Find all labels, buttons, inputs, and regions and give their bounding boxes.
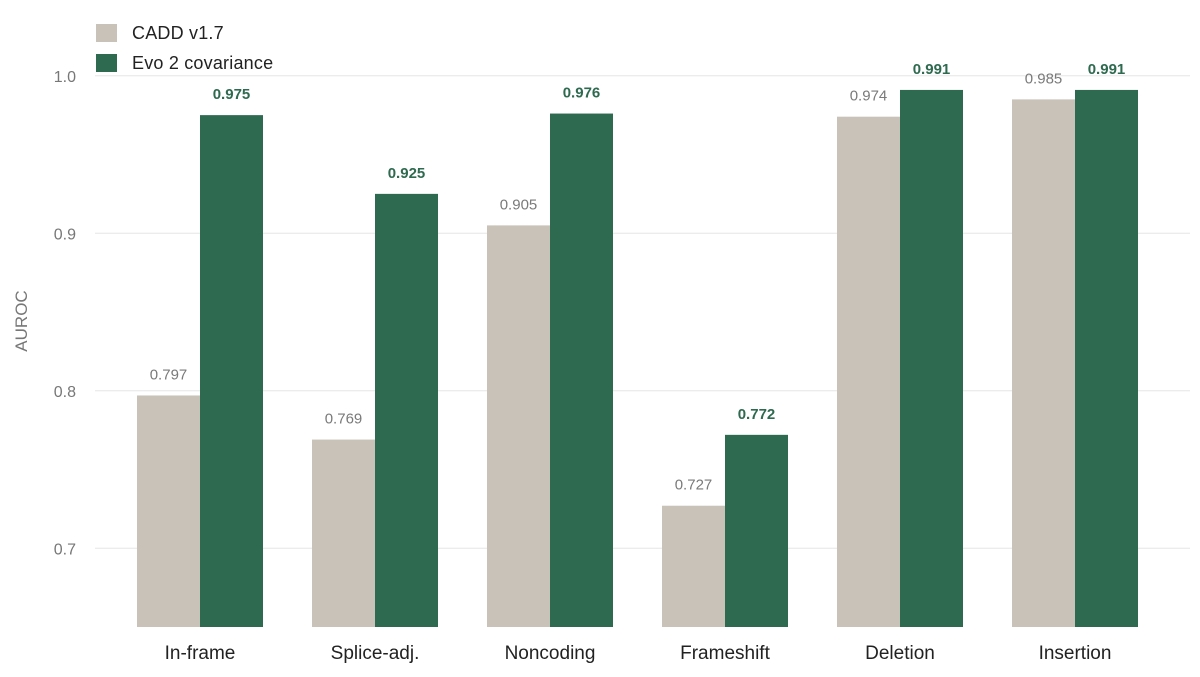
data-label-evo2: 0.991 [1088,61,1126,78]
bar-evo2 [200,115,263,627]
data-label-evo2: 0.772 [738,406,776,423]
x-tick-label: Noncoding [505,643,596,664]
bar-cadd [312,439,375,627]
legend-item-cadd: CADD v1.7 [96,18,273,48]
x-tick-label: Insertion [1039,643,1112,664]
data-label-evo2: 0.991 [913,61,951,78]
bar-evo2 [375,193,438,627]
data-label-evo2: 0.976 [563,85,601,102]
data-label-cadd: 0.905 [500,196,538,213]
bar-evo2 [1075,89,1138,628]
legend-label-cadd: CADD v1.7 [132,22,224,43]
data-label-cadd: 0.797 [150,366,188,383]
legend-swatch-evo2 [96,54,117,72]
bar-cadd [662,505,725,627]
legend-swatch-cadd [96,24,117,42]
data-label-cadd: 0.769 [325,411,363,428]
bar-evo2 [550,113,613,628]
y-tick-label: 0.9 [54,226,76,243]
data-label-cadd: 0.974 [850,88,888,105]
bar-cadd [487,225,550,627]
x-tick-label: Splice-adj. [331,643,420,664]
x-tick-label: Frameshift [680,643,770,664]
y-tick-label: 0.8 [54,384,76,401]
bar-cadd [137,395,200,627]
data-label-evo2: 0.975 [213,86,251,103]
bar-evo2 [900,89,963,628]
data-label-cadd: 0.727 [675,477,713,494]
legend-label-evo2: Evo 2 covariance [132,52,274,73]
data-label-evo2: 0.925 [388,165,426,182]
bar-cadd [837,116,900,627]
data-label-cadd: 0.985 [1025,70,1063,87]
legend: CADD v1.7 Evo 2 covariance [96,18,273,78]
x-tick-label: In-frame [165,643,236,664]
y-tick-label: 0.7 [54,541,76,558]
bar-evo2 [725,434,788,627]
y-axis-label: AUROC [12,290,31,351]
legend-item-evo2: Evo 2 covariance [96,48,273,78]
bar-cadd [1012,99,1075,627]
y-tick-label: 1.0 [54,69,76,86]
x-tick-label: Deletion [865,643,935,664]
